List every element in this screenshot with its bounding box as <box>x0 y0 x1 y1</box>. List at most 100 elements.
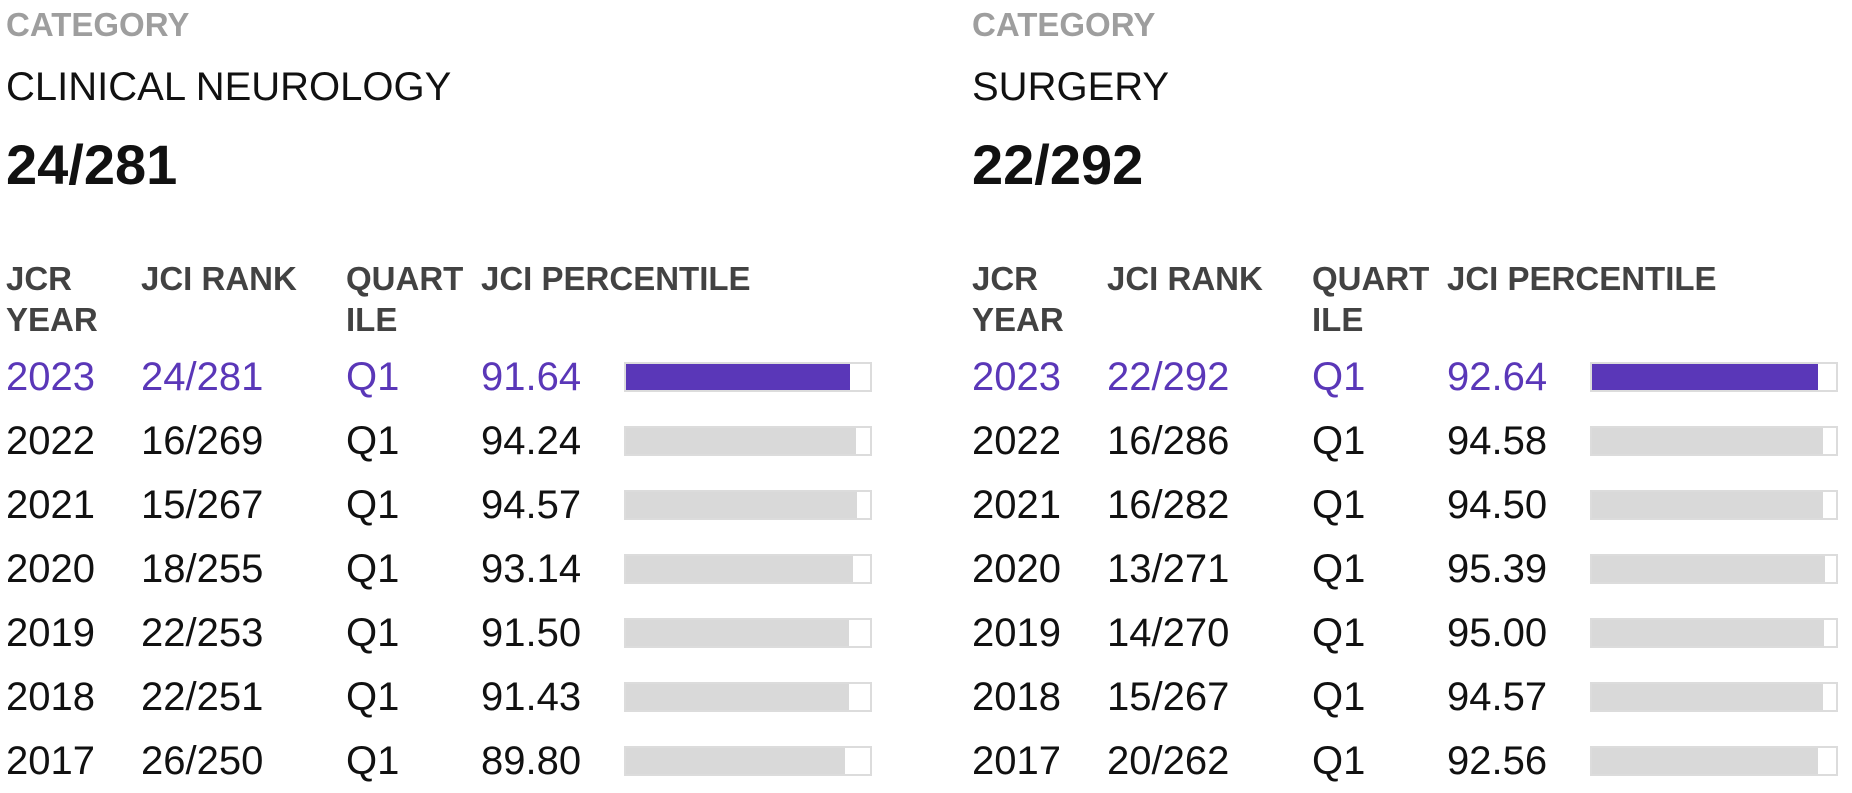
percentile-bar-fill <box>1592 684 1823 710</box>
percentile-bar-fill <box>1592 620 1824 646</box>
year-cell: 2020 <box>6 547 95 591</box>
table-row: 2022 16/269 Q1 94.24 <box>6 409 872 473</box>
column-header-quartile: QUART ILE <box>1312 260 1430 338</box>
quartile-cell: Q1 <box>346 355 400 399</box>
percentile-cell: 95.39 <box>1447 547 1548 591</box>
percentile-cell: 93.14 <box>481 547 582 591</box>
percentile-bar-fill <box>626 620 850 646</box>
category-name: CLINICAL NEUROLOGY <box>6 65 452 109</box>
quartile-cell: Q1 <box>1312 675 1366 719</box>
quartile-cell: Q1 <box>1312 547 1366 591</box>
percentile-bar <box>1590 618 1838 648</box>
category-rank: 24/281 <box>6 133 178 196</box>
year-cell: 2019 <box>6 611 95 655</box>
quartile-cell: Q1 <box>1312 355 1366 399</box>
percentile-bar <box>624 746 872 776</box>
percentile-cell: 92.56 <box>1447 739 1548 783</box>
rank-cell: 22/292 <box>1107 355 1230 399</box>
percentile-bar-fill <box>626 428 856 454</box>
percentile-bar <box>1590 490 1838 520</box>
percentile-cell: 94.24 <box>481 419 582 463</box>
table-row: 2020 13/271 Q1 95.39 <box>972 537 1838 601</box>
category-rank: 22/292 <box>972 133 1144 196</box>
percentile-bar-fill <box>1592 556 1825 582</box>
rank-cell: 22/251 <box>141 675 264 719</box>
year-cell: 2021 <box>6 483 95 527</box>
percentile-cell: 94.50 <box>1447 483 1548 527</box>
percentile-bar <box>624 362 872 392</box>
category-panel-surgery: CATEGORY SURGERY 22/292 JCR YEAR JCI RAN… <box>972 0 1838 788</box>
category-name: SURGERY <box>972 65 1170 109</box>
table-row: 2022 16/286 Q1 94.58 <box>972 409 1838 473</box>
quartile-cell: Q1 <box>1312 611 1366 655</box>
rank-cell: 16/286 <box>1107 419 1230 463</box>
quartile-cell: Q1 <box>346 675 400 719</box>
year-cell: 2018 <box>972 675 1061 719</box>
rank-cell: 26/250 <box>141 739 264 783</box>
rank-cell: 22/253 <box>141 611 264 655</box>
percentile-cell: 91.43 <box>481 675 582 719</box>
percentile-cell: 94.58 <box>1447 419 1548 463</box>
table-row: 2019 22/253 Q1 91.50 <box>6 601 872 665</box>
rank-cell: 20/262 <box>1107 739 1230 783</box>
percentile-bar <box>624 426 872 456</box>
percentile-bar <box>624 554 872 584</box>
column-header-year: JCR YEAR <box>972 260 1064 338</box>
percentile-cell: 91.50 <box>481 611 582 655</box>
table-row: 2020 18/255 Q1 93.14 <box>6 537 872 601</box>
table-row: 2021 16/282 Q1 94.50 <box>972 473 1838 537</box>
percentile-bar <box>1590 362 1838 392</box>
year-cell: 2021 <box>972 483 1061 527</box>
year-cell: 2020 <box>972 547 1061 591</box>
percentile-cell: 92.64 <box>1447 355 1548 399</box>
table-row: 2021 15/267 Q1 94.57 <box>6 473 872 537</box>
column-header-rank: JCI RANK <box>141 260 297 297</box>
percentile-bar-fill <box>626 684 850 710</box>
percentile-bar-fill <box>626 364 850 390</box>
table-row: 2023 22/292 Q1 92.64 <box>972 345 1838 409</box>
percentile-bar <box>624 618 872 648</box>
percentile-cell: 89.80 <box>481 739 582 783</box>
rank-cell: 16/269 <box>141 419 264 463</box>
year-cell: 2022 <box>972 419 1061 463</box>
table-row: 2017 26/250 Q1 89.80 <box>6 729 872 793</box>
percentile-bar <box>1590 746 1838 776</box>
percentile-bar-fill <box>1592 492 1823 518</box>
percentile-cell: 94.57 <box>1447 675 1548 719</box>
column-header-percentile: JCI PERCENTILE <box>1447 260 1717 297</box>
table-row: 2017 20/262 Q1 92.56 <box>972 729 1838 793</box>
category-label: CATEGORY <box>6 6 190 43</box>
column-header-rank: JCI RANK <box>1107 260 1263 297</box>
table-row: 2018 22/251 Q1 91.43 <box>6 665 872 729</box>
percentile-cell: 91.64 <box>481 355 582 399</box>
percentile-bar <box>624 682 872 712</box>
column-header-year: JCR YEAR <box>6 260 98 338</box>
year-cell: 2023 <box>6 355 95 399</box>
column-header-percentile: JCI PERCENTILE <box>481 260 751 297</box>
percentile-cell: 94.57 <box>481 483 582 527</box>
rank-table: 2023 24/281 Q1 91.64 2022 16/269 Q1 94.24 2021 15… <box>6 345 872 793</box>
column-header-quartile: QUART ILE <box>346 260 464 338</box>
year-cell: 2023 <box>972 355 1061 399</box>
quartile-cell: Q1 <box>1312 739 1366 783</box>
rank-cell: 13/271 <box>1107 547 1230 591</box>
percentile-bar-fill <box>626 556 854 582</box>
year-cell: 2018 <box>6 675 95 719</box>
year-cell: 2017 <box>6 739 95 783</box>
percentile-bar <box>1590 426 1838 456</box>
rank-cell: 16/282 <box>1107 483 1230 527</box>
rank-cell: 14/270 <box>1107 611 1230 655</box>
percentile-bar <box>624 490 872 520</box>
percentile-bar <box>1590 554 1838 584</box>
quartile-cell: Q1 <box>346 483 400 527</box>
percentile-bar-fill <box>1592 364 1819 390</box>
percentile-bar-fill <box>1592 748 1818 774</box>
table-row: 2018 15/267 Q1 94.57 <box>972 665 1838 729</box>
table-row: 2019 14/270 Q1 95.00 <box>972 601 1838 665</box>
percentile-bar <box>1590 682 1838 712</box>
category-label: CATEGORY <box>972 6 1156 43</box>
quartile-cell: Q1 <box>1312 419 1366 463</box>
rank-cell: 24/281 <box>141 355 264 399</box>
rank-table: 2023 22/292 Q1 92.64 2022 16/286 Q1 94.58 2021 16… <box>972 345 1838 793</box>
quartile-cell: Q1 <box>346 419 400 463</box>
